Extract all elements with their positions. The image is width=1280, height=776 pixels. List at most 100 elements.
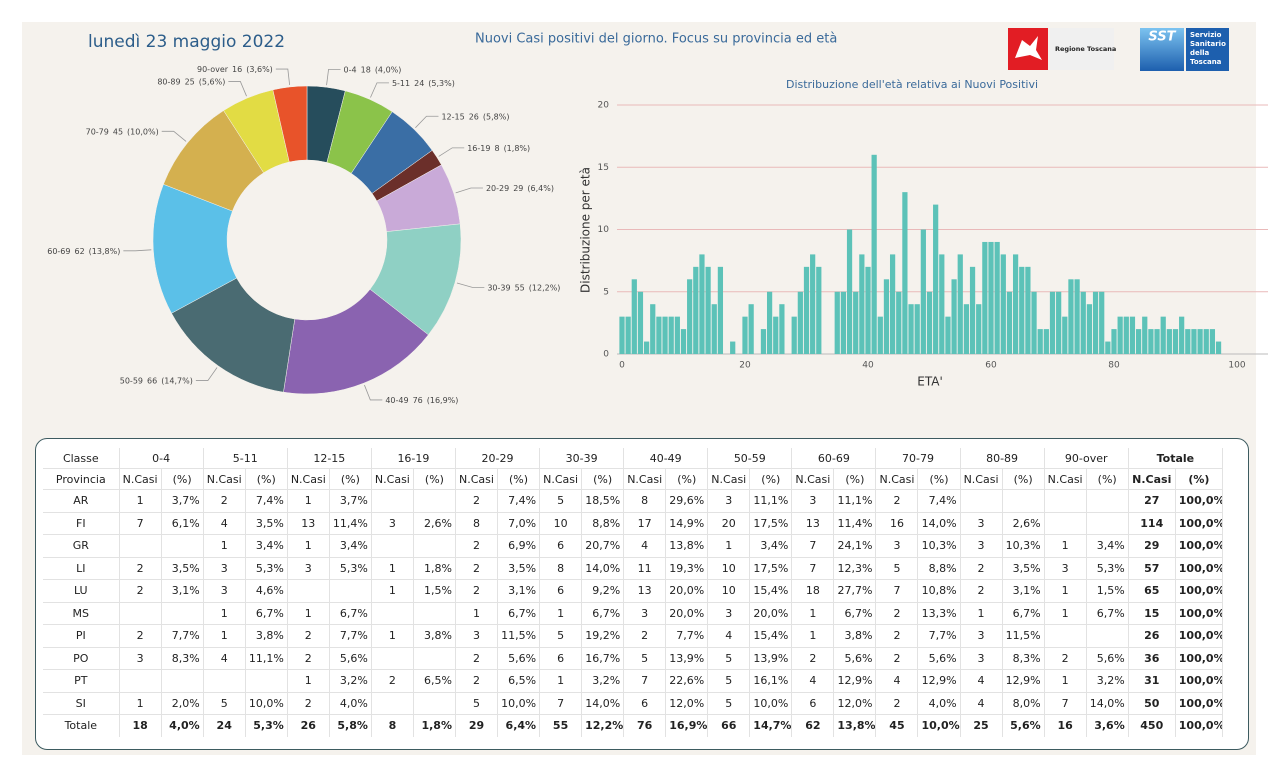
bar: [1092, 291, 1099, 354]
table-row: LI 2 3,5% 3 5,3% 3 5,3% 1 1,8% 2 3,5% 8 14,0% 11 19,3%…: [43, 557, 1224, 580]
bar: [1191, 329, 1197, 354]
bar: [1105, 341, 1111, 354]
table-cell: 6,7%: [245, 602, 288, 625]
slice-category: 90-over: [197, 65, 229, 74]
table-cell: 3: [623, 602, 667, 625]
table-row: AR 1 3,7% 2 7,4% 1 3,7% 2 7,4% 5 18,5% 8 29,6% 3 11,1%…: [43, 489, 1224, 513]
table-cell: 4: [707, 624, 751, 648]
table-cell: 14,9%: [665, 512, 709, 535]
leader-line: [326, 68, 341, 86]
table-cell: 2: [960, 557, 1003, 580]
bar: [871, 154, 877, 354]
table-cell: [119, 602, 162, 625]
table-cell: LU: [43, 579, 120, 603]
bar: [1031, 291, 1037, 354]
table-cell: 13: [791, 512, 835, 535]
table-cell: 4: [960, 692, 1003, 715]
table-cell: 5: [623, 647, 667, 670]
slice-value: 25: [185, 77, 195, 86]
table-cell: 10,0%: [917, 714, 961, 737]
header-cell: 20-29: [455, 448, 541, 469]
table-cell: 4: [623, 534, 667, 558]
logo-shape: [1015, 36, 1042, 60]
bar: [803, 266, 810, 354]
bar: [693, 266, 699, 354]
bar: [1006, 291, 1013, 354]
table-cell: [413, 602, 456, 625]
subheader-cell: N.Casi: [707, 468, 751, 490]
table-cell: 13,8%: [833, 714, 877, 737]
table-cell: 7: [623, 669, 667, 693]
table-cell: 76: [623, 714, 667, 737]
bar: [982, 241, 988, 354]
table-cell: 9,2%: [581, 579, 625, 603]
bar: [1148, 329, 1154, 354]
bar: [668, 316, 674, 354]
bar: [1209, 329, 1216, 354]
table-cell: 6,5%: [413, 669, 456, 693]
table-cell: 7: [1044, 692, 1087, 715]
header-row: Classe 0-4 5-11 12-15 16-19 20-29 30-39 40-49 50…: [43, 448, 1224, 469]
table-row: LU 2 3,1% 3 4,6% 1 1,5% 2 3,1% 6 9,2% 13 20,0% 10 15,4…: [43, 579, 1224, 603]
charts: lunedì 23 maggio 2022 Nuovi Casi positiv…: [47, 28, 1268, 404]
bar: [939, 254, 945, 354]
bar: [1000, 254, 1006, 354]
bar: [883, 279, 890, 354]
table-cell: 1: [791, 602, 835, 625]
table-cell: 24,1%: [833, 534, 877, 558]
table-cell: 17: [623, 512, 667, 535]
bar: [1025, 266, 1031, 354]
table-cell: 100,0%: [1175, 647, 1224, 670]
table-cell: 2: [119, 557, 162, 580]
table-cell: PI: [43, 624, 120, 648]
table-cell: 3: [960, 624, 1003, 648]
table-cell: 10,0%: [245, 692, 288, 715]
bar: [656, 316, 662, 354]
table-cell: 29,6%: [665, 489, 709, 513]
subheader-cell: N.Casi: [960, 468, 1003, 490]
table-cell: 12,9%: [833, 669, 877, 693]
table-cell: 7,4%: [497, 489, 541, 513]
table-cell: 100,0%: [1175, 669, 1224, 693]
slice-share: (14,7%): [161, 376, 193, 385]
bar: [687, 279, 693, 354]
bar: [1037, 329, 1043, 354]
table-cell: 3: [960, 512, 1003, 535]
bar: [760, 329, 767, 354]
subheader-cell: (%): [1175, 468, 1224, 490]
table-cell: 4: [791, 669, 835, 693]
table-cell: 2: [875, 624, 919, 648]
bar: [1185, 329, 1191, 354]
table-cell: [1086, 489, 1129, 513]
slice-category: 50-59: [120, 376, 143, 385]
slice-category: 30-39: [487, 283, 510, 292]
table-cell: 4: [960, 669, 1003, 693]
table-cell: 16,7%: [581, 647, 625, 670]
table-cell: [1086, 512, 1129, 535]
table-cell: 4,0%: [161, 714, 204, 737]
table-cell: 2,6%: [1002, 512, 1045, 535]
table-cell: 6: [623, 692, 667, 715]
table-cell: 8,8%: [917, 557, 961, 580]
table-cell: 3,4%: [1086, 534, 1129, 558]
bar: [717, 266, 724, 354]
x-tick-label: 80: [1108, 361, 1120, 371]
table-cell: 2: [960, 579, 1003, 603]
table-cell: 10: [539, 512, 583, 535]
bar: [1019, 266, 1025, 354]
table-cell: 4,0%: [917, 692, 961, 715]
table: Classe 0-4 5-11 12-15 16-19 20-29 30-39 40-49 50…: [43, 448, 1224, 737]
bar: [625, 316, 631, 354]
table-cell: 2: [455, 669, 499, 693]
table-row: PO 3 8,3% 4 11,1% 2 5,6% 2 5,6% 6 16,7% 5 13,9% 5 13,9…: [43, 647, 1224, 670]
bar: [969, 266, 976, 354]
bar: [791, 316, 797, 354]
bar: [1068, 279, 1074, 354]
table-cell: 3,1%: [497, 579, 541, 603]
slice-category: 16-19: [467, 143, 490, 152]
header-cell: 5-11: [203, 448, 288, 469]
bar: [859, 254, 865, 354]
table-cell: 2,0%: [161, 692, 204, 715]
slice-value: 62: [74, 246, 84, 255]
table-cell: 1,8%: [413, 714, 456, 737]
